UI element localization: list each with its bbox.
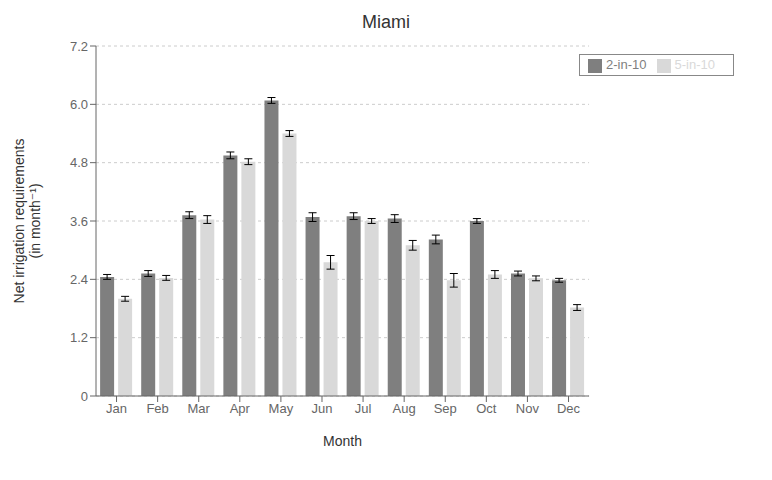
html-text:Miami: Miami bbox=[362, 12, 410, 32]
svg-text:Aug: Aug bbox=[393, 401, 416, 416]
svg-text:4.8: 4.8 bbox=[70, 155, 88, 170]
svg-text:Jul: Jul bbox=[355, 401, 372, 416]
svg-text:Apr: Apr bbox=[230, 401, 251, 416]
svg-text:Nov: Nov bbox=[516, 401, 540, 416]
svg-text:1.2: 1.2 bbox=[70, 330, 88, 345]
svg-text:Month: Month bbox=[323, 433, 362, 449]
html-text:5-in-10: 5-in-10 bbox=[674, 57, 715, 72]
html-text:2-in-10: 2-in-10 bbox=[606, 57, 647, 72]
svg-text:2.4: 2.4 bbox=[70, 272, 88, 287]
svg-text:Sep: Sep bbox=[434, 401, 457, 416]
svg-text:6.0: 6.0 bbox=[70, 97, 88, 112]
svg-text:Net irrigation requirements(in: Net irrigation requirements(in month⁻¹) bbox=[11, 139, 44, 304]
svg-text:Jun: Jun bbox=[312, 401, 333, 416]
svg-text:7.2: 7.2 bbox=[70, 39, 88, 54]
svg-text:3.6: 3.6 bbox=[70, 214, 88, 229]
svg-text:0: 0 bbox=[81, 389, 88, 404]
svg-text:Feb: Feb bbox=[146, 401, 168, 416]
svg-text:Oct: Oct bbox=[476, 401, 497, 416]
svg-text:Mar: Mar bbox=[188, 401, 211, 416]
svg-text:May: May bbox=[269, 401, 294, 416]
svg-text:Jan: Jan bbox=[106, 401, 127, 416]
svg-text:Dec: Dec bbox=[557, 401, 581, 416]
